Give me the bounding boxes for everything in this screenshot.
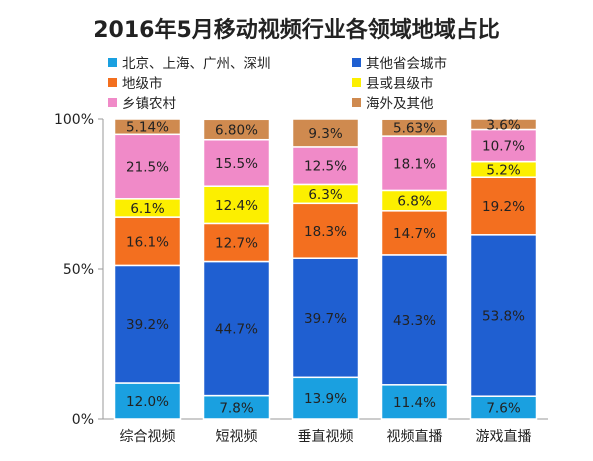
data-label: 9.3%: [308, 126, 342, 142]
y-tick-label: 50%: [63, 262, 94, 278]
legend-label: 乡镇农村: [122, 96, 176, 112]
data-label: 16.1%: [126, 234, 169, 250]
bar-segment: [202, 222, 271, 263]
data-label: 12.4%: [215, 198, 258, 214]
bar-segment: [291, 118, 360, 148]
bar-segment: [469, 118, 538, 131]
legend-label: 海外及其他: [366, 96, 434, 112]
bar-segment: [469, 234, 538, 397]
bar-segment: [113, 133, 182, 200]
bar-segment: [380, 384, 449, 420]
legend-item: 北京、上海、广州、深圳: [108, 52, 271, 72]
legend-item: 海外及其他: [352, 92, 434, 112]
legend-swatch: [108, 97, 117, 107]
legend-label: 北京、上海、广州、深圳: [122, 56, 271, 72]
legend-swatch: [352, 97, 361, 107]
legend-swatch: [352, 77, 361, 87]
data-label: 19.2%: [482, 199, 525, 215]
x-tick-label: 短视频: [216, 429, 258, 445]
bar-segment: [380, 254, 449, 386]
x-tick-label: 视频直播: [387, 428, 443, 445]
x-tick-label: 综合视频: [120, 429, 176, 445]
bar-segment: [291, 257, 360, 379]
legend-item: 其他省会城市: [352, 52, 447, 72]
data-label: 5.2%: [486, 162, 520, 178]
data-label: 21.5%: [126, 160, 169, 176]
bar-segment: [202, 185, 271, 225]
bar-segment: [113, 216, 182, 267]
legend-label: 其他省会城市: [366, 56, 447, 72]
bar-segment: [291, 146, 360, 186]
bar-segment: [291, 376, 360, 420]
data-label: 18.1%: [393, 156, 436, 172]
bar-segment: [202, 118, 271, 141]
data-label: 53.8%: [482, 309, 525, 325]
data-label: 10.7%: [482, 139, 525, 155]
bar-segment: [469, 128, 538, 163]
bar-segment: [113, 118, 182, 136]
bar-segment: [202, 260, 271, 397]
legend-item: 地级市: [108, 72, 163, 92]
data-label: 12.5%: [304, 159, 347, 175]
legend-label: 县或县级市: [366, 76, 434, 92]
data-label: 3.6%: [486, 117, 520, 133]
legend-swatch: [108, 57, 117, 67]
data-label: 6.80%: [215, 123, 258, 139]
data-label: 15.5%: [215, 156, 258, 172]
data-label: 7.8%: [219, 400, 253, 416]
data-label: 13.9%: [304, 391, 347, 407]
x-tick-label: 游戏直播: [476, 428, 532, 445]
bar-segment: [380, 210, 449, 256]
y-tick-label: 100%: [54, 112, 94, 128]
chart-title: 2016年5月移动视频行业各领域地域占比: [93, 18, 500, 43]
data-label: 6.1%: [130, 201, 164, 217]
legend-swatch: [352, 57, 361, 67]
bar-segment: [113, 382, 182, 420]
data-label: 12.0%: [126, 394, 169, 410]
data-label: 18.3%: [304, 224, 347, 240]
legend-label: 地级市: [122, 76, 163, 92]
data-label: 39.7%: [304, 311, 347, 327]
data-label: 44.7%: [215, 322, 258, 338]
data-label: 6.8%: [397, 194, 431, 210]
bar-segment: [469, 176, 538, 236]
data-label: 39.2%: [126, 317, 169, 333]
bar-segment: [113, 264, 182, 384]
data-label: 43.3%: [393, 313, 436, 329]
data-label: 12.7%: [215, 235, 258, 251]
legend-item: 乡镇农村: [108, 92, 176, 112]
legend-item: 县或县级市: [352, 72, 434, 92]
data-label: 5.14%: [126, 120, 169, 136]
data-label: 6.3%: [308, 187, 342, 203]
data-label: 11.4%: [393, 395, 436, 411]
y-tick-label: 0%: [72, 412, 94, 428]
x-tick-label: 垂直视频: [298, 428, 354, 445]
bar-segment: [380, 118, 449, 137]
data-label: 5.63%: [393, 121, 436, 137]
bar-segment: [380, 135, 449, 192]
data-label: 7.6%: [486, 401, 520, 417]
legend-swatch: [108, 77, 117, 87]
data-label: 14.7%: [393, 226, 436, 242]
